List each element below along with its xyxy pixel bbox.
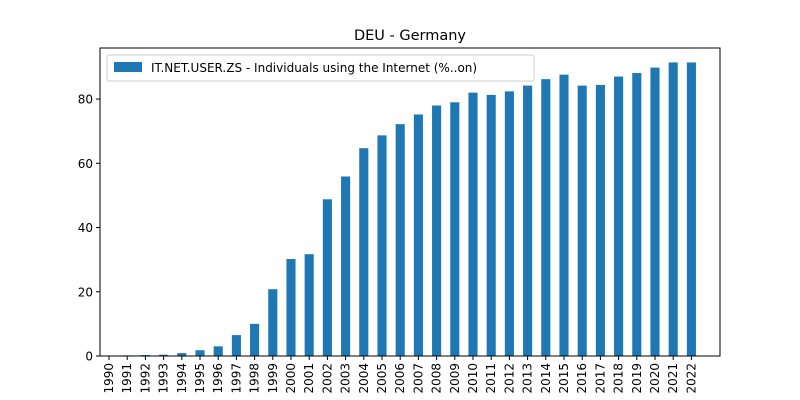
bar-1993: [159, 354, 169, 356]
bar-2020: [650, 67, 660, 356]
bar-2001: [304, 254, 314, 356]
x-tick-label: 1994: [175, 363, 189, 394]
bar-1999: [268, 289, 278, 356]
chart-title: DEU - Germany: [354, 28, 466, 44]
x-tick-label: 2020: [648, 363, 662, 394]
legend-swatch: [114, 62, 142, 72]
x-axis: 1990 1991 1992 1993 1994 1995 1996 1997 1998 1999…: [102, 356, 698, 394]
x-tick-label: 2008: [430, 363, 444, 394]
bar-2014: [541, 79, 551, 357]
x-tick-label: 2014: [539, 363, 553, 394]
x-tick-label: 1990: [102, 363, 116, 394]
bar-2009: [450, 102, 460, 356]
bar-1996: [213, 346, 223, 356]
x-tick-label: 2017: [593, 363, 607, 394]
x-tick-label: 2013: [521, 363, 535, 394]
x-tick-label: 2003: [339, 363, 353, 394]
bar-2004: [359, 148, 369, 356]
bar-2003: [341, 176, 351, 356]
x-tick-label: 2001: [302, 363, 316, 394]
bar-2018: [614, 76, 624, 356]
bar-2012: [504, 91, 514, 357]
x-tick-label: 2011: [484, 363, 498, 394]
x-tick-label: 2010: [466, 363, 480, 394]
legend-label: IT.NET.USER.ZS - Individuals using the I…: [151, 61, 477, 75]
x-tick-label: 2009: [448, 363, 462, 394]
bar-2005: [377, 135, 387, 356]
x-tick-label: 2007: [411, 363, 425, 394]
y-tick-label: 80: [78, 93, 93, 107]
bar-1998: [250, 323, 260, 356]
x-tick-label: 2016: [575, 363, 589, 394]
x-tick-label: 1993: [157, 363, 171, 394]
x-tick-label: 1997: [229, 363, 243, 394]
y-tick-label: 20: [78, 285, 93, 299]
y-tick-label: 60: [78, 157, 93, 171]
x-tick-label: 2005: [375, 363, 389, 394]
bar-1995: [195, 350, 205, 356]
x-tick-label: 1992: [138, 363, 152, 394]
bar-1997: [231, 335, 241, 356]
bar-2008: [432, 105, 442, 357]
bar-2017: [595, 84, 605, 357]
bar-2002: [322, 199, 332, 356]
plot-frame: [99, 47, 721, 357]
x-tick-label: 1998: [248, 363, 262, 394]
x-tick-label: 1999: [266, 363, 280, 394]
x-tick-label: 2002: [320, 363, 334, 394]
legend: IT.NET.USER.ZS - Individuals using the I…: [106, 54, 535, 82]
bar-2007: [413, 114, 423, 356]
y-tick-label: 40: [78, 221, 93, 235]
y-axis: 0 20 40 60 80: [78, 93, 100, 364]
x-tick-label: 2019: [630, 363, 644, 394]
y-tick-label: 0: [85, 350, 93, 364]
x-tick-label: 2022: [684, 363, 698, 394]
bar-2010: [468, 92, 478, 356]
x-tick-label: 2004: [357, 363, 371, 394]
bar-2011: [486, 94, 496, 356]
bar-2013: [523, 85, 533, 356]
bar-2000: [286, 259, 296, 356]
x-tick-label: 2015: [557, 363, 571, 394]
legend-box: [106, 54, 535, 82]
x-tick-label: 1996: [211, 363, 225, 394]
x-tick-label: 2012: [502, 363, 516, 394]
x-tick-label: 1991: [120, 363, 134, 394]
x-tick-label: 1995: [193, 363, 207, 394]
bar-2022: [686, 62, 696, 356]
bar-2006: [395, 124, 405, 357]
bar-2016: [577, 85, 587, 356]
x-tick-label: 2018: [612, 363, 626, 394]
x-tick-label: 2000: [284, 363, 298, 394]
bar-2021: [668, 62, 678, 356]
bars-group: [122, 62, 696, 357]
x-tick-label: 2006: [393, 363, 407, 394]
bar-2019: [632, 73, 642, 357]
bar-2015: [559, 74, 569, 356]
x-tick-label: 2021: [666, 363, 680, 394]
bar-1994: [177, 353, 187, 356]
